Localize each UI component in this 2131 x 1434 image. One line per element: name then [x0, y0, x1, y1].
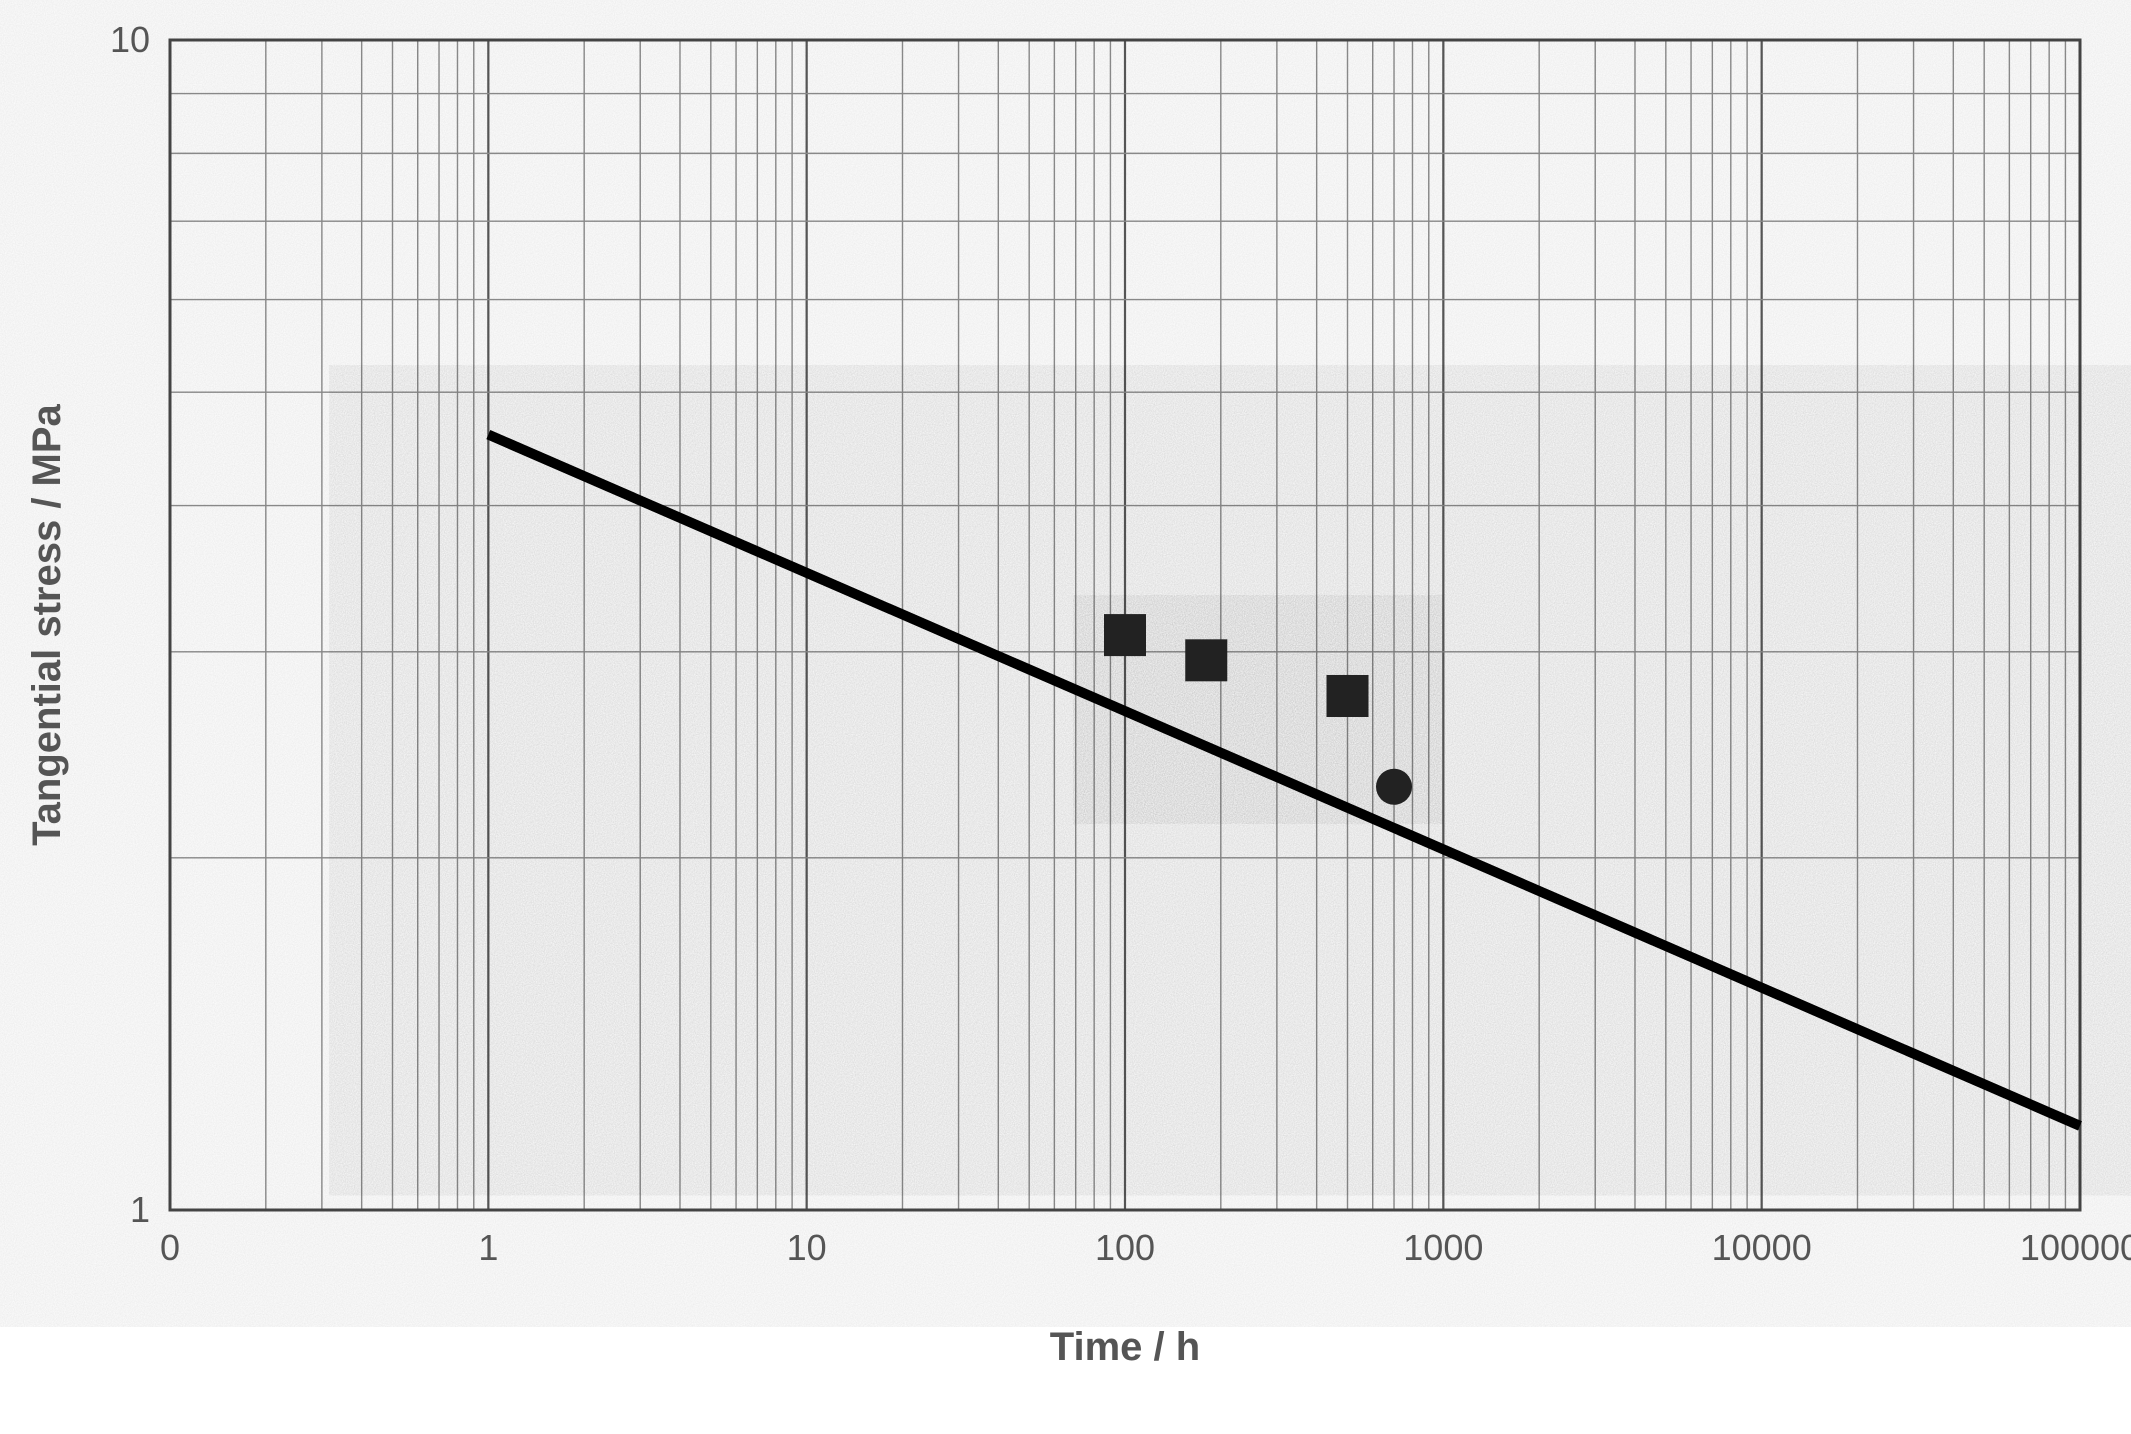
y-tick-label: 1 [130, 1189, 150, 1230]
x-tick-label: 1000 [1403, 1227, 1483, 1268]
x-tick-labels: 0 1 10 100 1000 10000 100000 [160, 1227, 2131, 1268]
chart-svg: 0110100100010000100000 110 Time / h Tang… [0, 0, 2131, 1434]
x-tick-label: 100 [1095, 1227, 1155, 1268]
x-tick-label: 0 [160, 1227, 180, 1268]
x-tick-label: 10 [787, 1227, 827, 1268]
data-point-square [1327, 675, 1369, 717]
x-tick-label: 10000 [1712, 1227, 1812, 1268]
x-tick-label: 1 [478, 1227, 498, 1268]
y-axis-label: Tangential stress / MPa [25, 403, 69, 845]
x-tick-label: 100000 [2020, 1227, 2131, 1268]
chart-container: 0110100100010000100000 110 Time / h Tang… [0, 0, 2131, 1434]
data-point-square [1185, 639, 1227, 681]
y-tick-labels: 1 10 [110, 19, 150, 1230]
data-point-square [1104, 614, 1146, 656]
y-tick-label: 10 [110, 19, 150, 60]
data-point-circle [1376, 769, 1412, 805]
x-axis-label: Time / h [1050, 1325, 1200, 1369]
